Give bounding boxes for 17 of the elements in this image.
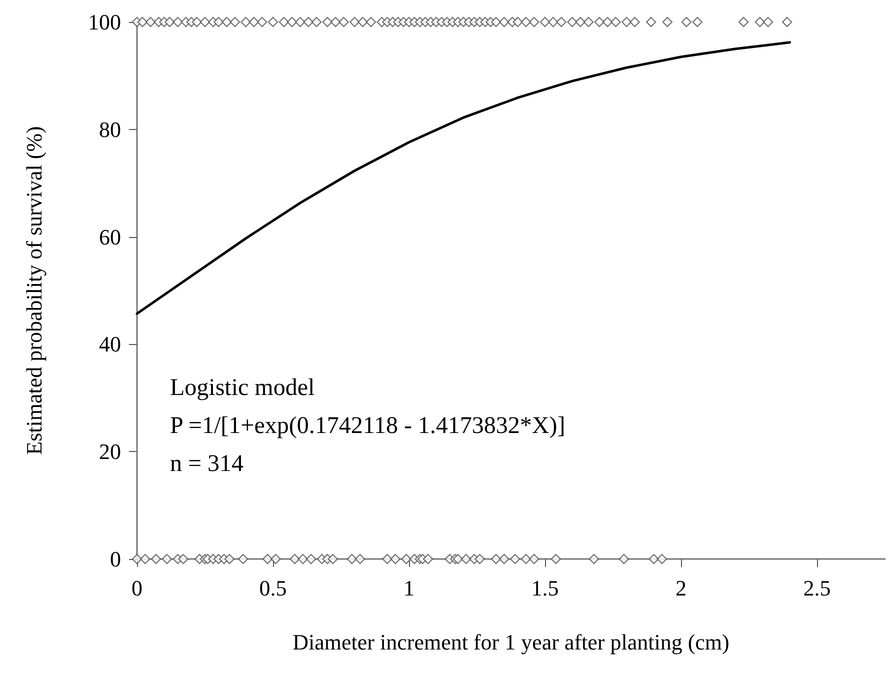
x-tick-label: 0.5 [259, 576, 287, 600]
y-tick-label: 40 [99, 332, 121, 357]
y-axis-title: Estimated probability of survival (%) [22, 126, 46, 455]
annotation: n = 314 [170, 451, 244, 477]
y-tick-label: 0 [110, 546, 121, 572]
x-tick-label: 0 [132, 576, 142, 600]
x-tick-label: 2.5 [803, 576, 831, 600]
y-tick-label: 80 [99, 116, 121, 142]
annotation: Logistic model [170, 375, 315, 401]
x-tick-label: 1.5 [531, 576, 559, 600]
x-tick-label: 1 [404, 576, 414, 600]
annotation: P =1/[1+exp(0.1742118 - 1.4173832*X)] [170, 413, 566, 439]
y-tick-label: 60 [99, 224, 121, 250]
x-axis-title: Diameter increment for 1 year after planting (cm) [292, 630, 730, 654]
x-tick-label: 2 [676, 576, 686, 600]
y-tick-label: 20 [99, 439, 121, 464]
y-tick-label: 100 [88, 10, 121, 34]
